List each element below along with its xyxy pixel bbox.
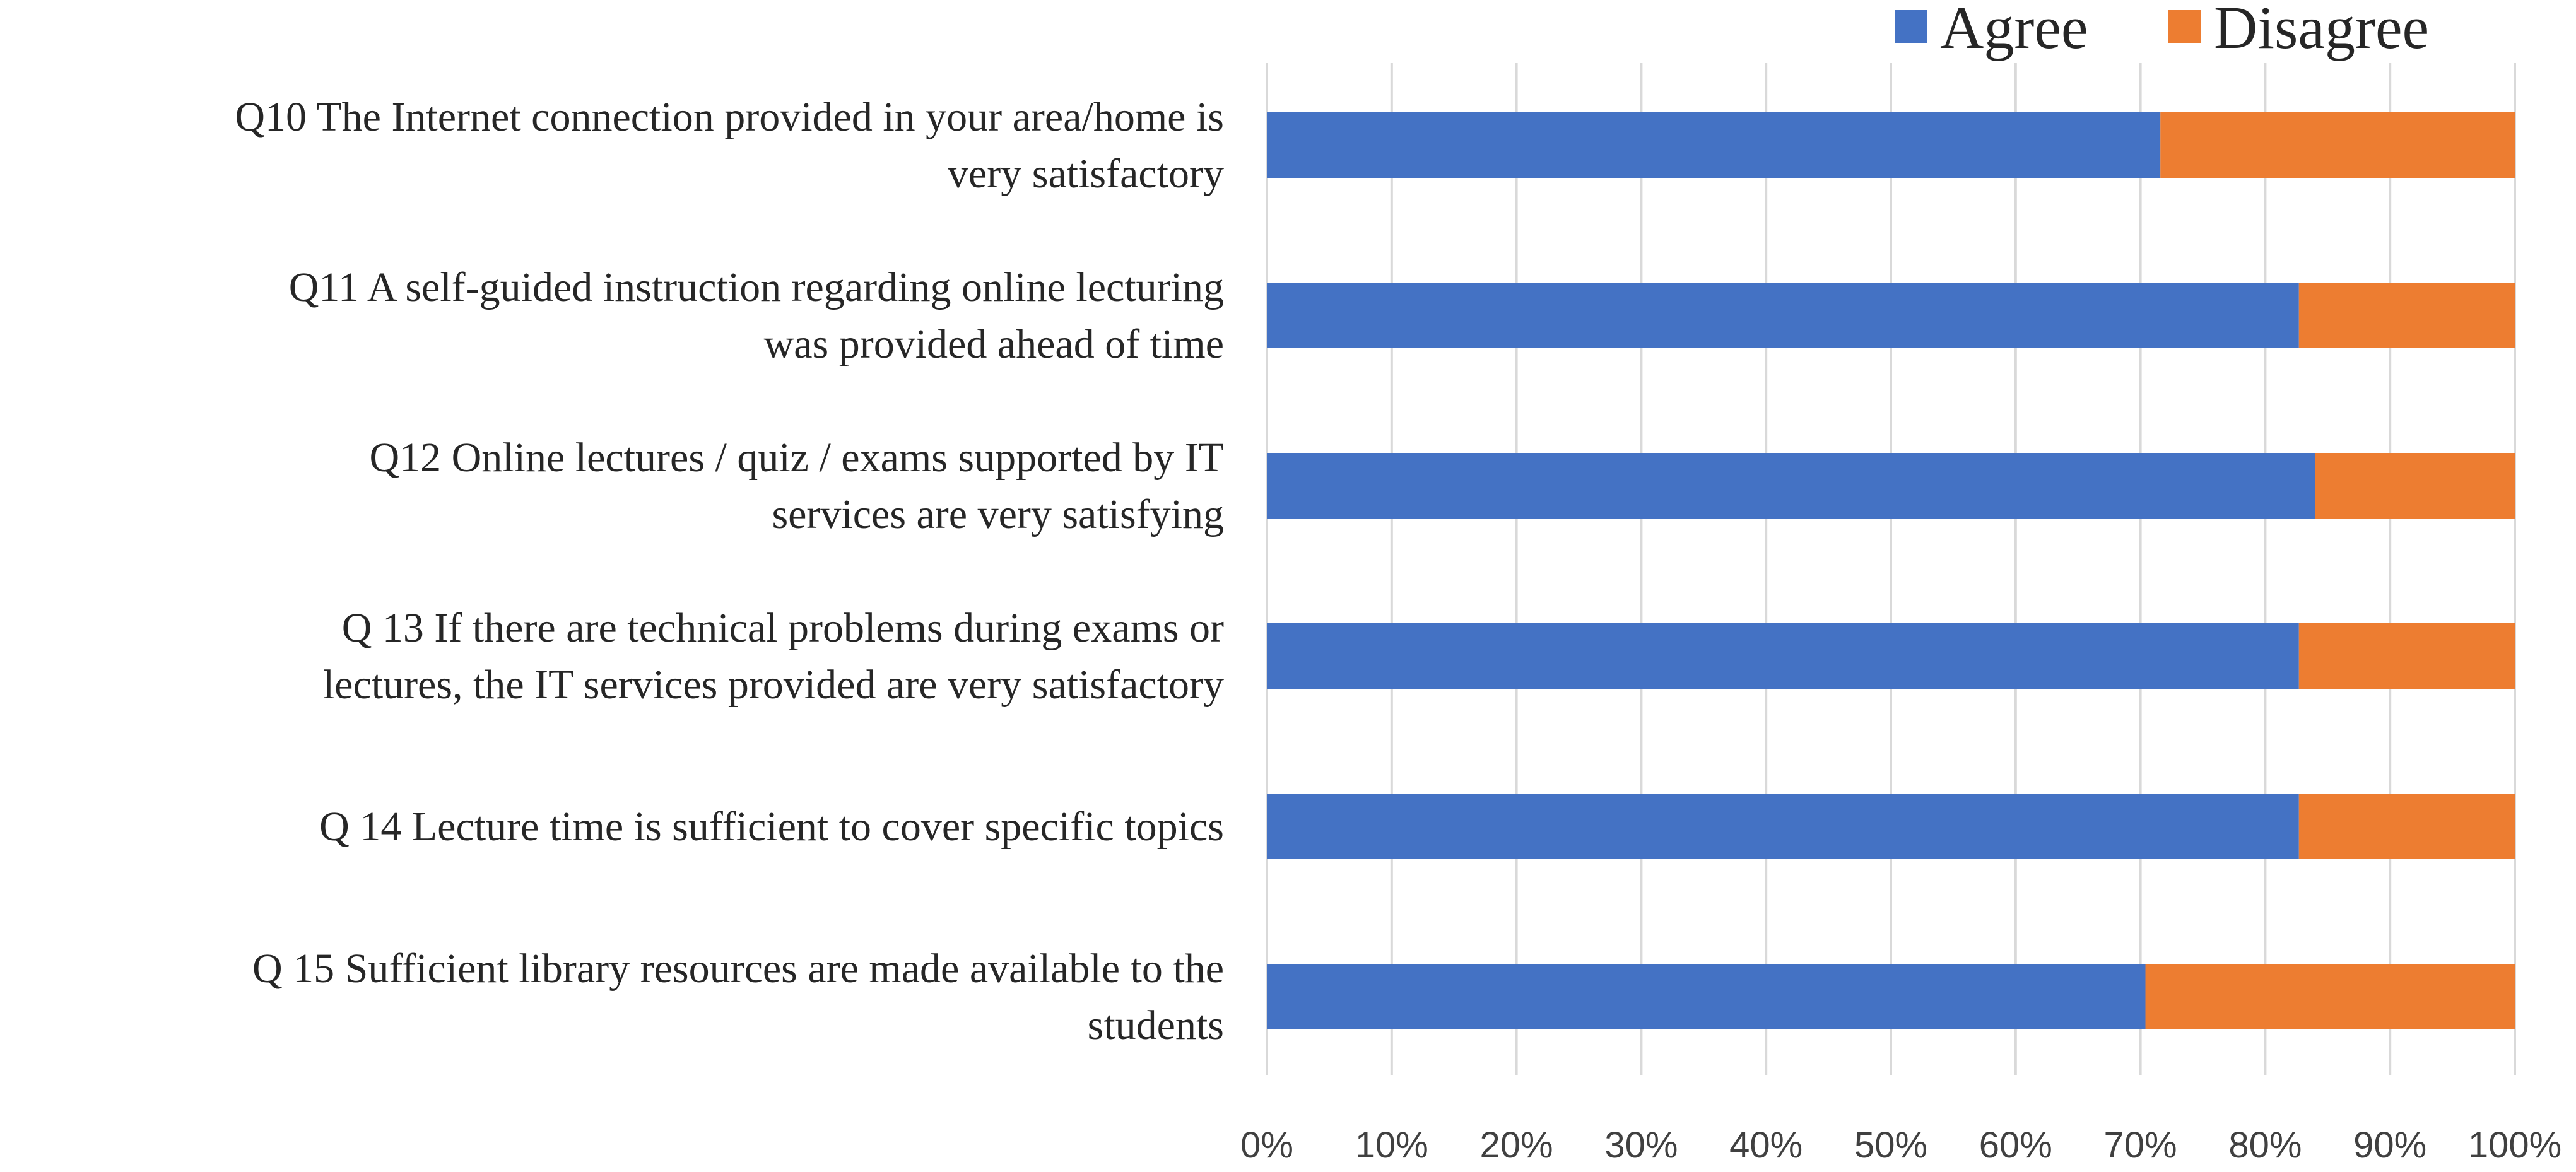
legend-label-disagree: Disagree (2214, 0, 2429, 61)
x-tick-label: 70% (2104, 1125, 2177, 1166)
category-label: Q 15 Sufficient library resources are ma… (252, 946, 1224, 992)
x-tick-label: 10% (1355, 1125, 1428, 1166)
legend-swatch-disagree (2168, 10, 2201, 43)
x-tick-label: 20% (1480, 1125, 1553, 1166)
bar-agree-5 (1267, 794, 2299, 859)
x-tick-label: 30% (1604, 1125, 1678, 1166)
gridlines (1266, 63, 2516, 1075)
legend: Agree Disagree (1895, 0, 2429, 61)
x-tick-label: 90% (2353, 1125, 2426, 1166)
category-label: Q 13 If there are technical problems dur… (342, 605, 1224, 651)
x-tick-label: 40% (1729, 1125, 1803, 1166)
bar-agree-6 (1267, 964, 2146, 1029)
category-label: Q12 Online lectures / quiz / exams suppo… (369, 435, 1224, 481)
category-labels: Q10 The Internet connection provided in … (235, 94, 1224, 1048)
bar-disagree-2 (2298, 283, 2515, 348)
category-label: Q10 The Internet connection provided in … (235, 94, 1224, 140)
legend-label-agree: Agree (1940, 0, 2088, 61)
bar-agree-1 (1267, 112, 2161, 178)
x-tick-label: 50% (1854, 1125, 1927, 1166)
category-label: services are very satisfying (772, 491, 1224, 537)
x-tick-label: 80% (2228, 1125, 2302, 1166)
category-label: Q11 A self-guided instruction regarding … (289, 264, 1224, 310)
category-label: Q 14 Lecture time is sufficient to cover… (319, 804, 1224, 850)
category-label: students (1088, 1002, 1224, 1048)
bar-disagree-4 (2298, 623, 2515, 689)
bar-agree-4 (1267, 623, 2299, 689)
bar-agree-2 (1267, 283, 2299, 348)
bar-disagree-3 (2315, 453, 2515, 519)
x-tick-labels: 0% 10% 20% 30% 40% 50% 60% 70% 80% 90% 100% (1240, 1125, 2561, 1166)
x-tick-label: 0% (1240, 1125, 1293, 1166)
legend-swatch-agree (1895, 10, 1927, 43)
bar-agree-3 (1267, 453, 2315, 519)
category-label: was provided ahead of time (764, 321, 1224, 367)
x-tick-label: 60% (1979, 1125, 2052, 1166)
bar-disagree-5 (2298, 794, 2515, 859)
x-tick-label: 100% (2468, 1125, 2561, 1166)
bars (1267, 112, 2515, 1029)
bar-disagree-6 (2145, 964, 2515, 1029)
category-label: very satisfactory (948, 151, 1224, 197)
category-label: lectures, the IT services provided are v… (323, 662, 1224, 708)
bar-disagree-1 (2160, 112, 2515, 178)
